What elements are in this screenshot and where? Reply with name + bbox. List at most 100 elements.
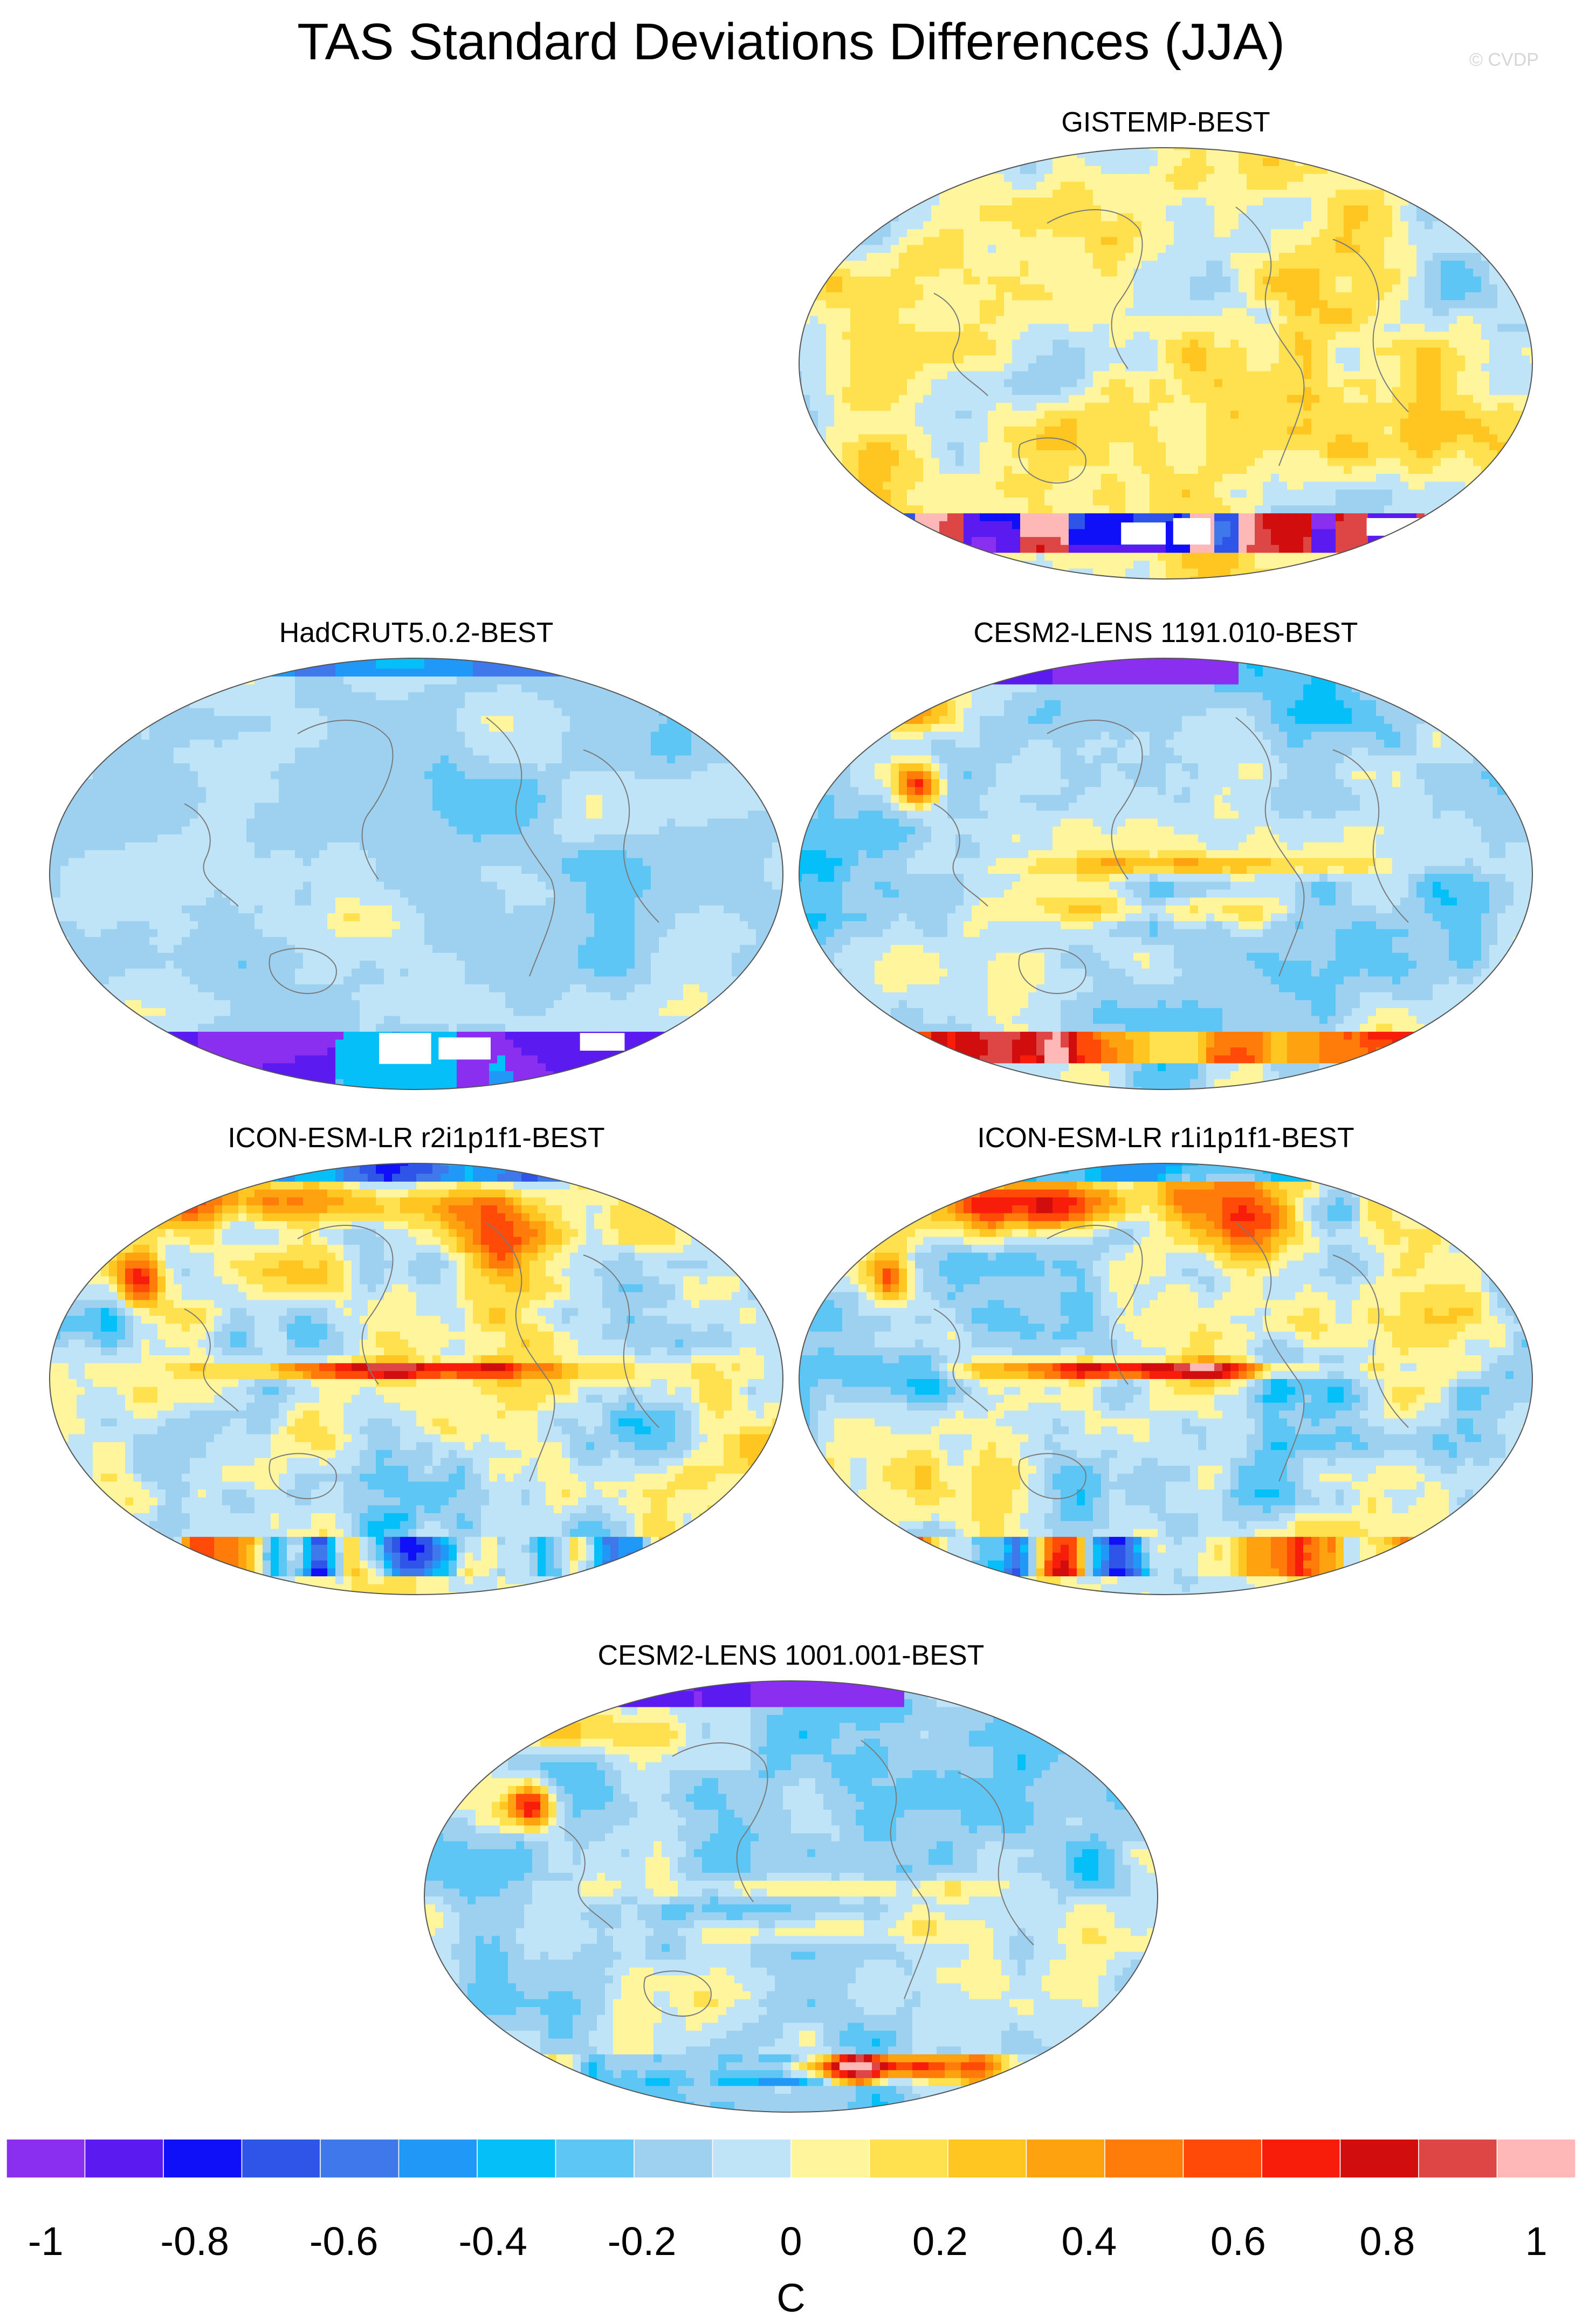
heatmap-cell <box>1069 544 1077 554</box>
heatmap-cell <box>1020 363 1029 372</box>
heatmap-cell <box>1425 371 1433 380</box>
heatmap-cell <box>1182 158 1191 167</box>
heatmap-cell <box>858 513 867 522</box>
heatmap-cell <box>988 568 996 577</box>
heatmap-cell <box>1166 205 1174 214</box>
heatmap-cell <box>818 355 827 364</box>
heatmap-cell <box>1012 165 1021 175</box>
heatmap-cell <box>1514 529 1522 537</box>
heatmap-cell <box>1158 544 1166 554</box>
heatmap-cell <box>1117 197 1126 206</box>
heatmap-cell <box>1239 529 1247 537</box>
heatmap-cell <box>1497 221 1506 230</box>
heatmap-cell <box>1400 355 1409 364</box>
heatmap-cell <box>1457 340 1466 348</box>
heatmap-cell <box>842 481 851 491</box>
heatmap-cell <box>1514 458 1522 467</box>
heatmap-cell <box>915 434 924 443</box>
heatmap-cell <box>1449 387 1457 396</box>
heatmap-cell <box>972 474 980 482</box>
heatmap-cell <box>1425 403 1433 411</box>
heatmap-cell <box>1263 418 1271 427</box>
heatmap-cell <box>1182 213 1191 222</box>
heatmap-cell <box>1505 529 1514 537</box>
heatmap-cell <box>826 213 835 222</box>
heatmap-cell <box>1150 434 1158 443</box>
heatmap-cell <box>1425 332 1433 340</box>
heatmap-cell <box>1158 253 1166 261</box>
heatmap-cell <box>802 253 810 261</box>
heatmap-cell <box>883 245 891 253</box>
heatmap-cell <box>1481 165 1490 175</box>
heatmap-cell <box>818 466 827 474</box>
heatmap-cell <box>1133 363 1142 372</box>
heatmap-cell <box>1271 481 1280 491</box>
heatmap-cell <box>1036 481 1045 491</box>
heatmap-cell <box>818 237 827 246</box>
heatmap-cell <box>1336 458 1344 467</box>
heatmap-cell <box>1141 300 1150 309</box>
heatmap-cell <box>1141 371 1150 380</box>
heatmap-cell <box>947 387 956 396</box>
heatmap-cell <box>972 458 980 467</box>
heatmap-cell <box>1077 197 1085 206</box>
heatmap-cell <box>980 513 988 522</box>
heatmap-cell <box>1327 387 1336 396</box>
heatmap-cell <box>1376 410 1385 419</box>
heatmap-cell <box>1247 205 1255 214</box>
heatmap-cell <box>1004 158 1013 167</box>
heatmap-cell <box>1206 434 1215 443</box>
heatmap-cell <box>1530 537 1532 546</box>
heatmap-cell <box>1239 237 1247 246</box>
heatmap-cell <box>1433 260 1441 270</box>
heatmap-cell <box>1433 158 1441 167</box>
heatmap-cell <box>931 221 940 230</box>
heatmap-cell <box>1327 300 1336 309</box>
heatmap-cell <box>1133 387 1142 396</box>
heatmap-cell <box>1295 529 1304 537</box>
heatmap-cell <box>1109 174 1118 183</box>
heatmap-cell <box>931 489 940 498</box>
heatmap-cell <box>1020 268 1029 277</box>
heatmap-cell <box>1344 426 1352 435</box>
heatmap-cell <box>1198 253 1207 261</box>
heatmap-cell <box>988 403 996 411</box>
heatmap-cell <box>1522 442 1530 451</box>
heatmap-cell <box>875 537 883 546</box>
heatmap-cell <box>939 237 948 246</box>
heatmap-cell <box>1465 489 1474 498</box>
heatmap-cell <box>1295 260 1304 270</box>
heatmap-cell <box>1012 395 1021 404</box>
heatmap-cell <box>1522 379 1530 388</box>
heatmap-cell <box>1311 387 1320 396</box>
heatmap-cell <box>972 568 980 577</box>
heatmap-cell <box>1198 165 1207 175</box>
heatmap-cell <box>810 481 818 491</box>
heatmap-cell <box>1514 150 1522 159</box>
heatmap-cell <box>1481 300 1490 309</box>
heatmap-cell <box>1473 513 1482 522</box>
heatmap-cell <box>1311 189 1320 198</box>
heatmap-cell <box>1441 553 1449 561</box>
heatmap-cell <box>1166 371 1174 380</box>
heatmap-cell <box>980 332 988 340</box>
heatmap-cell <box>972 434 980 443</box>
heatmap-cell <box>972 158 980 167</box>
heatmap-cell <box>1287 458 1296 467</box>
heatmap-cell <box>996 434 1005 443</box>
heatmap-cell <box>996 355 1005 364</box>
heatmap-cell <box>1239 174 1247 183</box>
heatmap-cell <box>1368 355 1377 364</box>
heatmap-cell <box>1077 497 1085 506</box>
heatmap-cell <box>1101 197 1110 206</box>
heatmap-cell <box>1247 300 1255 309</box>
heatmap-cell <box>883 150 891 159</box>
heatmap-cell <box>1530 458 1532 467</box>
heatmap-cell <box>1319 300 1328 309</box>
heatmap-cell <box>875 340 883 348</box>
heatmap-cell <box>1287 276 1296 285</box>
heatmap-cell <box>818 253 827 261</box>
heatmap-cell <box>802 158 810 167</box>
heatmap-cell <box>1117 442 1126 451</box>
heatmap-cell <box>875 213 883 222</box>
